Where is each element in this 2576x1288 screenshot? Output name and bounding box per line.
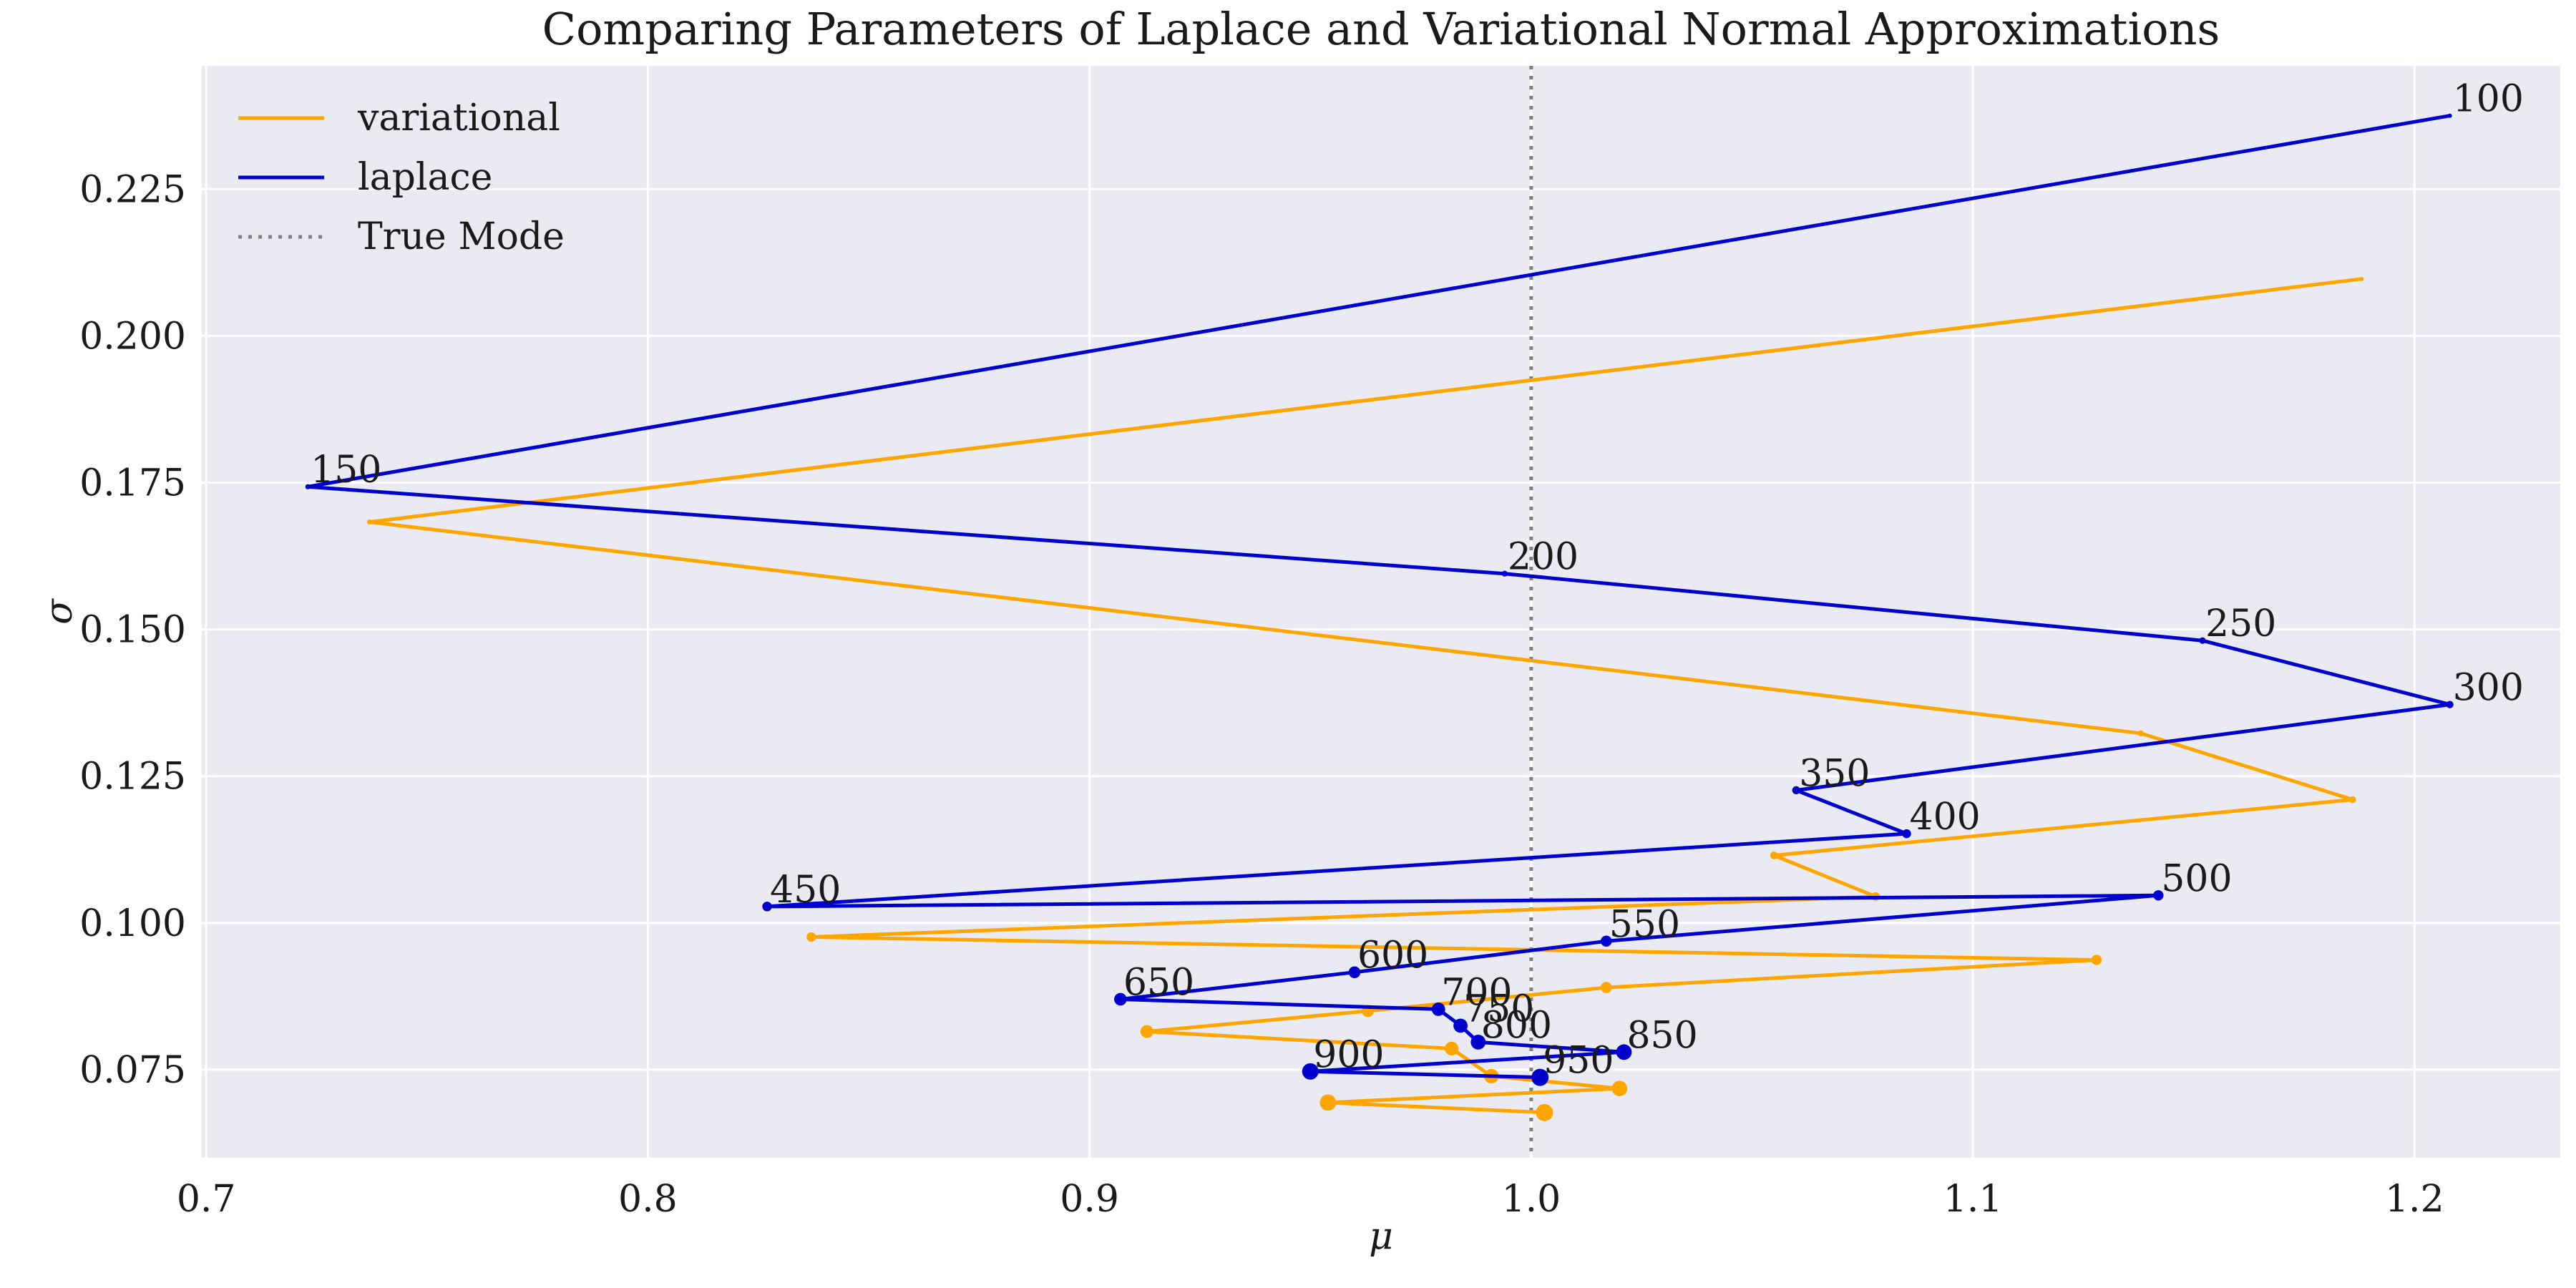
x-tick-label: 0.8 [618,1178,678,1221]
point-label: 600 [1357,935,1428,977]
y-tick-label: 0.175 [79,462,186,505]
series-point-variational [2349,796,2356,804]
series-point-variational [1600,982,1612,993]
point-label: 500 [2161,857,2232,900]
point-label: 100 [2453,78,2524,121]
point-label: 150 [311,449,381,492]
series-point-variational [1770,852,1778,859]
chart-title: Comparing Parameters of Laplace and Vari… [542,3,2220,55]
plot-area [202,66,2560,1158]
x-axis-ticks: 0.7 0.8 0.9 1.0 1.1 1.2 [177,1178,2444,1221]
point-label: 300 [2453,667,2524,710]
legend-label-laplace: laplace [358,156,492,199]
series-point-laplace [1616,1044,1632,1060]
series-point-laplace [1501,570,1508,577]
legend-label-true-mode: True Mode [358,215,565,258]
point-label: 700 [1441,971,1512,1014]
point-label: 800 [1481,1004,1552,1047]
series-point-laplace [762,902,772,912]
point-label: 400 [1910,796,1981,839]
point-label: 750 [1463,987,1534,1030]
y-tick-label: 0.075 [79,1049,186,1092]
series-layer [305,113,2454,1121]
point-label: 550 [1609,903,1680,946]
point-label: 250 [2205,602,2276,645]
series-point-laplace [1453,1018,1468,1033]
series-point-laplace [1114,992,1127,1006]
legend-label-variational: variational [357,97,560,140]
series-point-laplace [2446,701,2454,708]
series-point-variational [2137,730,2144,737]
y-tick-label: 0.150 [79,609,186,652]
x-tick-label: 0.9 [1060,1178,1119,1221]
x-tick-label: 0.7 [177,1178,236,1221]
point-label: 450 [770,869,841,912]
series-point-variational [366,519,373,525]
series-point-laplace [305,484,311,489]
point-label: 850 [1626,1014,1697,1057]
x-tick-label: 1.2 [2385,1178,2444,1221]
y-tick-label: 0.200 [79,315,186,358]
series-point-laplace [1348,966,1361,979]
point-label: 950 [1543,1040,1614,1083]
series-point-laplace [1600,935,1612,947]
series-point-variational [1445,1041,1459,1055]
y-axis-label: σ [38,598,81,625]
series-point-variational [1140,1025,1153,1038]
series-line-variational [368,277,2362,1115]
point-annotations: 100 150 200 250 300 350 400 450 500 550 600 650 7007… [311,78,2524,1083]
series-point-variational [1319,1094,1337,1111]
y-axis-ticks: 0.075 0.100 0.125 0.150 0.175 0.200 0.225 [79,168,186,1092]
series-point-laplace [1431,1002,1445,1016]
series-point-laplace [1531,1068,1549,1086]
y-tick-label: 0.225 [79,168,186,211]
y-tick-label: 0.125 [79,756,186,799]
series-point-laplace [1902,829,1911,839]
series-point-laplace [2447,113,2452,118]
x-tick-label: 1.0 [1502,1178,1561,1221]
y-tick-label: 0.100 [79,902,186,945]
legend: variational laplace True Mode [238,97,565,258]
series-point-variational [1611,1080,1628,1096]
series-point-laplace [2153,890,2164,901]
series-point-laplace [1302,1063,1319,1080]
series-point-variational [2091,955,2102,965]
point-label: 200 [1508,536,1579,579]
series-point-variational [2359,276,2364,281]
series-point-variational [1536,1103,1553,1121]
point-label: 650 [1123,961,1194,1004]
x-tick-label: 1.1 [1943,1178,2003,1221]
grid-lines [202,66,2560,1158]
series-point-laplace [2199,637,2206,644]
series-point-laplace [1470,1034,1486,1050]
point-label: 350 [1799,752,1870,795]
x-axis-label: μ [1369,1215,1393,1258]
series-line-laplace [306,114,2452,1080]
point-label: 900 [1313,1033,1384,1076]
series-point-laplace [1792,786,1800,795]
series-point-variational [806,932,816,942]
